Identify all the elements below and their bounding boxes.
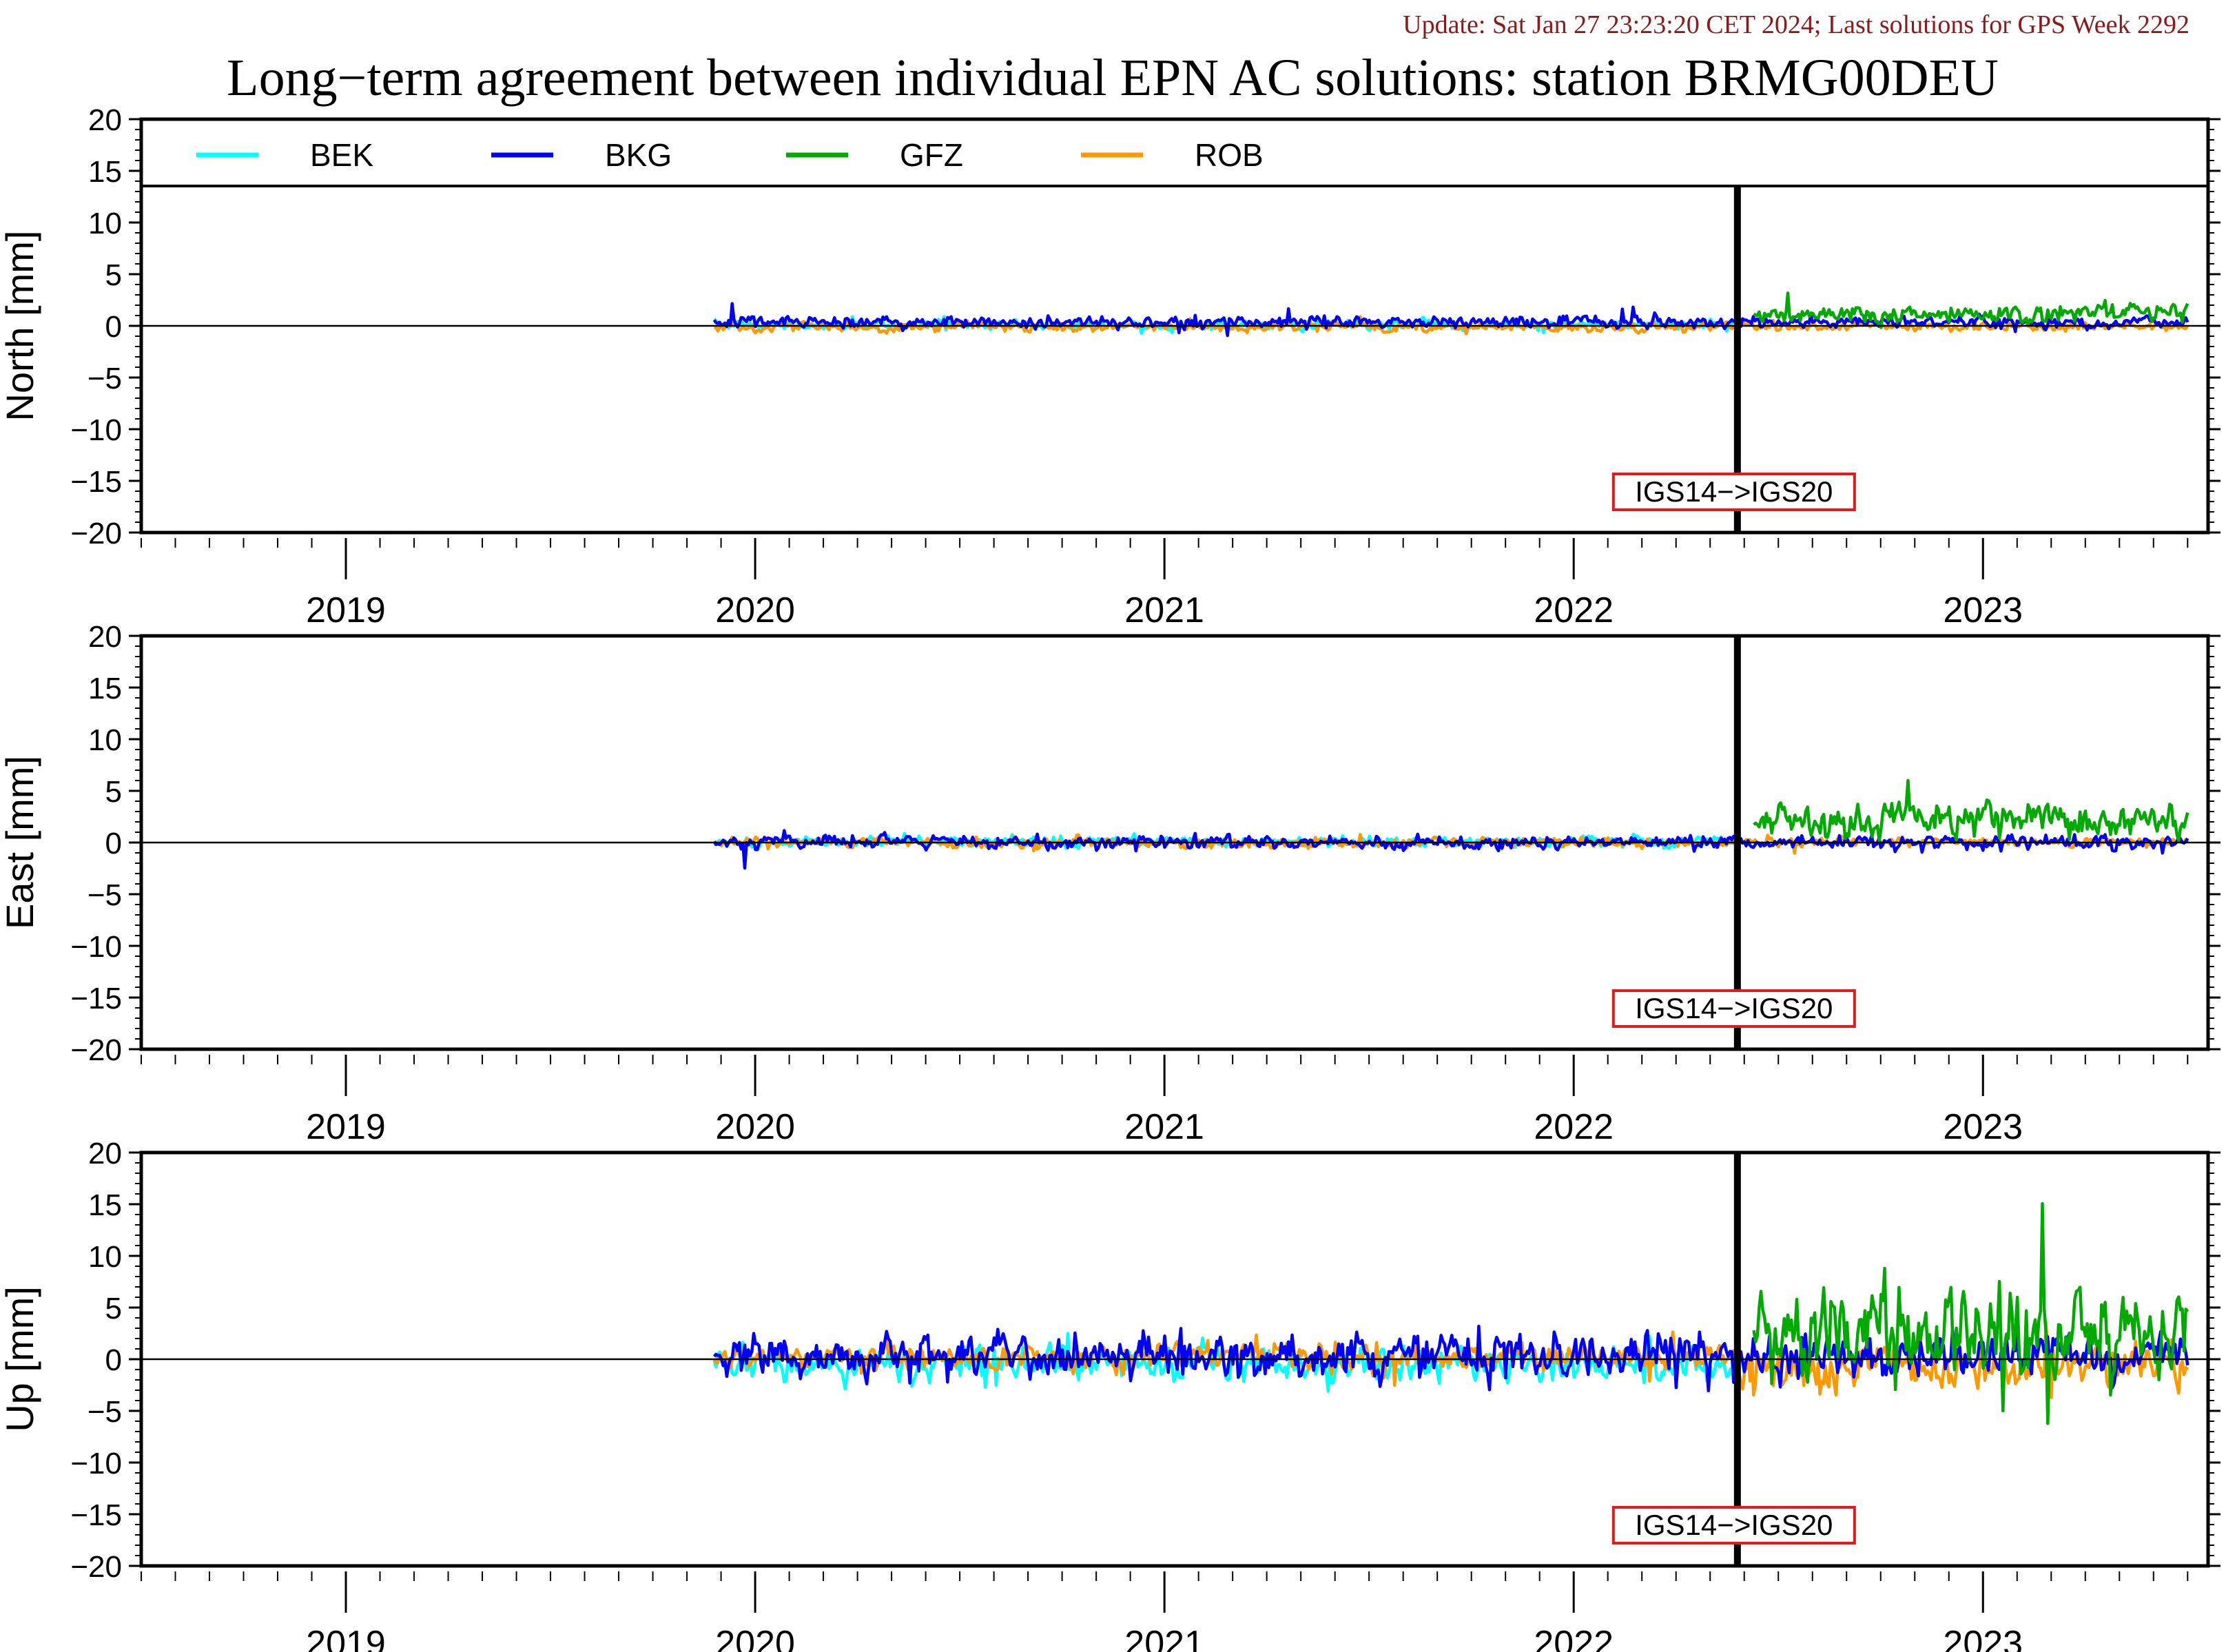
y-tick-label: −5	[87, 362, 122, 395]
x-tick-label: 2022	[1534, 1107, 1614, 1147]
y-axis-label: North [mm]	[0, 231, 41, 422]
y-tick-label: 0	[105, 1343, 122, 1377]
series-line-bkg	[712, 302, 2189, 338]
x-tick-label: 2019	[306, 590, 386, 630]
y-tick-label: 10	[88, 207, 122, 240]
update-text: Update: Sat Jan 27 23:23:20 CET 2024; La…	[1403, 10, 2189, 39]
y-tick-label: −15	[70, 465, 122, 499]
y-tick-label: −10	[70, 413, 122, 447]
y-tick-label: 0	[105, 827, 122, 860]
y-tick-label: 5	[105, 775, 122, 809]
y-axis-label: East [mm]	[0, 756, 41, 929]
x-tick-label: 2021	[1124, 590, 1204, 630]
x-tick-label: 2020	[715, 1624, 795, 1652]
event-label-box	[1611, 473, 1856, 511]
x-tick-label: 2021	[1124, 1624, 1204, 1652]
legend-label-rob: ROB	[1195, 137, 1264, 173]
y-tick-label: 15	[88, 1188, 122, 1222]
panel-up: 20 15 10 5 0 −5 −10 −15 −20 Up [mm] 2019 2020 2021 20…	[0, 1137, 2220, 1652]
y-tick-label: −20	[70, 1033, 122, 1067]
x-tick-label: 2023	[1943, 1107, 2023, 1147]
legend-label-bek: BEK	[310, 137, 373, 173]
y-tick-label: 10	[88, 723, 122, 757]
x-tick-label: 2020	[715, 590, 795, 630]
y-tick-label: −20	[70, 517, 122, 550]
y-tick-label: −15	[70, 982, 122, 1015]
series-group	[712, 1201, 2189, 1425]
y-tick-label: −5	[87, 878, 122, 912]
event-label: IGS14−>IGS20	[1635, 992, 1833, 1024]
legend: BEK BKG GFZ ROB	[196, 137, 1264, 173]
event-label: IGS14−>IGS20	[1635, 475, 1833, 508]
x-tick-label: 2022	[1534, 590, 1614, 630]
y-tick-label: 5	[105, 258, 122, 292]
legend-label-gfz: GFZ	[900, 137, 963, 173]
x-tick-label: 2021	[1124, 1107, 1204, 1147]
event-label-box	[1611, 989, 1856, 1028]
y-tick-label: −15	[70, 1498, 122, 1532]
event-label: IGS14−>IGS20	[1635, 1509, 1833, 1541]
y-tick-label: −20	[70, 1550, 122, 1584]
series-line-gfz	[1752, 1201, 2189, 1425]
y-tick-label: 5	[105, 1292, 122, 1325]
x-tick-label: 2022	[1534, 1624, 1614, 1652]
x-tick-label: 2019	[306, 1107, 386, 1147]
event-label-box	[1611, 1506, 1856, 1545]
panel-north: 20 15 10 5 0 −5 −10 −15 −20 North [mm] 2019 2020 202…	[0, 103, 2220, 630]
x-tick-label: 2020	[715, 1107, 795, 1147]
y-tick-label: 20	[88, 1137, 122, 1170]
legend-label-bkg: BKG	[605, 137, 672, 173]
y-tick-label: −10	[70, 1447, 122, 1480]
y-tick-label: 15	[88, 155, 122, 189]
y-tick-label: 20	[88, 103, 122, 137]
y-tick-label: −10	[70, 930, 122, 964]
series-line-gfz	[1753, 291, 2189, 329]
y-tick-label: −5	[87, 1395, 122, 1429]
series-line-bkg	[712, 829, 2189, 870]
y-tick-label: 0	[105, 310, 122, 344]
x-tick-label: 2023	[1943, 1624, 2023, 1652]
y-tick-label: 10	[88, 1240, 122, 1274]
panel-east: 20 15 10 5 0 −5 −10 −15 −20 East [mm] 2019 2020 2021…	[0, 620, 2220, 1147]
y-tick-label: 15	[88, 672, 122, 705]
y-tick-label: 20	[88, 620, 122, 654]
series-line-gfz	[1753, 778, 2189, 843]
x-tick-label: 2023	[1943, 590, 2023, 630]
y-axis-label: Up [mm]	[0, 1286, 41, 1432]
x-tick-label: 2019	[306, 1624, 386, 1652]
chart-title: Long−term agreement between individual E…	[227, 49, 1999, 107]
